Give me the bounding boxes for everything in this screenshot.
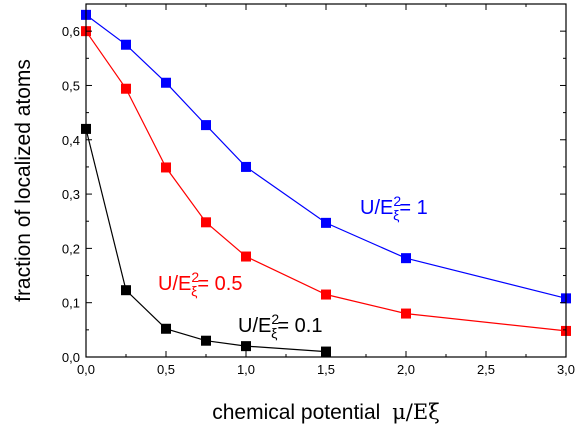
- annotation-part: = 1: [399, 197, 427, 219]
- series-layer: [81, 9, 571, 357]
- y-tick-label: 0,0: [62, 350, 80, 365]
- data-point: [401, 308, 411, 319]
- series-line: [85, 128, 327, 353]
- data-point: [201, 120, 211, 131]
- series-annotation: U/E2 ξ= 0.5: [158, 269, 242, 299]
- x-tick-label: 0,5: [157, 362, 175, 377]
- annotation-part: ξ: [393, 207, 399, 223]
- ticks-layer: 0,0 0,5 1,0 1,5 2,0 2,5 3,0 0,0 0,1 0,2 0,3 0,4 0,5 0…: [62, 4, 575, 377]
- data-point: [241, 161, 251, 172]
- annotation-part: ξ: [191, 283, 197, 299]
- y-tick-label: 0,1: [62, 296, 80, 311]
- x-tick-label: 1,5: [317, 362, 335, 377]
- series-annotation: U/E2 ξ= 1: [360, 193, 428, 223]
- annotation-part: 2: [393, 193, 401, 209]
- y-tick-label: 0,6: [62, 24, 80, 39]
- x-axis-title: chemical potential μ/Eξ: [212, 400, 440, 424]
- annotation-part: = 0.5: [197, 273, 242, 295]
- plot-area-frame: [85, 3, 567, 358]
- x-axis-title-math: μ/Eξ: [392, 400, 440, 424]
- x-tick-label: 3,0: [557, 362, 575, 377]
- annotation-part: U/E: [360, 197, 393, 219]
- annotation-part: = 0.1: [277, 315, 322, 337]
- data-point: [121, 285, 131, 296]
- data-point: [321, 289, 331, 300]
- series-1: [81, 9, 571, 304]
- y-axis-title: fraction of localized atoms: [12, 59, 35, 302]
- data-point: [121, 83, 131, 94]
- data-point: [241, 341, 251, 352]
- annotation-part: U/E: [158, 273, 191, 295]
- series-annotation: U/E2 ξ= 0.1: [238, 311, 322, 341]
- x-tick-label: 0,0: [77, 362, 95, 377]
- x-tick-label: 1,0: [237, 362, 255, 377]
- data-point: [201, 335, 211, 346]
- x-tick-label: 2,0: [397, 362, 415, 377]
- x-axis-title-text: chemical potential: [212, 401, 380, 424]
- x-tick-label: 2,5: [477, 362, 495, 377]
- y-tick-label: 0,3: [62, 187, 80, 202]
- annotation-part: U/E: [238, 315, 271, 337]
- y-tick-label: 0,5: [62, 78, 80, 93]
- data-point: [241, 251, 251, 262]
- y-tick-label: 0,2: [62, 241, 80, 256]
- data-point: [161, 323, 171, 334]
- data-point: [161, 77, 171, 88]
- data-point: [321, 217, 331, 228]
- data-point: [401, 253, 411, 264]
- annotation-part: 2: [191, 269, 199, 285]
- annotations-layer: U/E2 ξ= 1U/E2 ξ= 0.5U/E2 ξ= 0.1: [158, 193, 428, 341]
- annotation-part: 2: [271, 311, 279, 327]
- series-line: [85, 30, 567, 332]
- annotation-part: ξ: [271, 325, 277, 341]
- data-point: [121, 39, 131, 50]
- series-line: [85, 14, 567, 299]
- y-tick-label: 0,4: [62, 133, 80, 148]
- data-point: [201, 217, 211, 228]
- series-2: [81, 26, 571, 336]
- data-point: [161, 162, 171, 173]
